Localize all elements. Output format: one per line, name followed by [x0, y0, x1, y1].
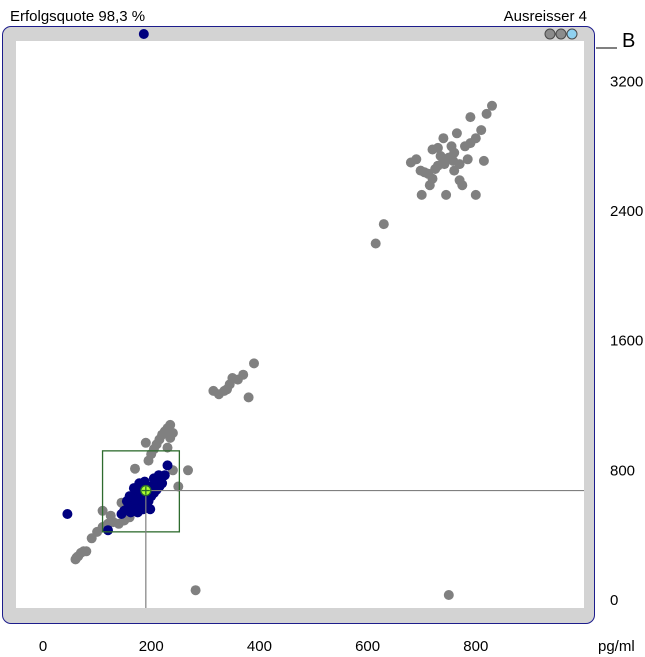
reference-point [448, 155, 459, 166]
reference-point [430, 164, 441, 174]
reference-point [162, 442, 173, 453]
grey-dot-icon[interactable] [555, 28, 567, 40]
reference-point [183, 465, 193, 476]
reference-point [470, 133, 481, 144]
reference-point [443, 590, 454, 600]
grey-dot-icon[interactable] [544, 28, 556, 40]
sample-point [162, 460, 173, 471]
y-tick-label: 0 [610, 592, 618, 609]
sample-point [103, 525, 113, 536]
reference-point [370, 238, 381, 249]
reference-point [249, 358, 259, 369]
x-tick-label: 200 [139, 638, 164, 655]
reference-point [140, 437, 151, 448]
sample-point [125, 507, 136, 518]
panel-label: B [622, 30, 636, 52]
reference-point [71, 552, 82, 563]
reference-point [462, 154, 473, 165]
x-tick-label: 800 [463, 638, 488, 655]
y-tick-label: 1600 [610, 333, 643, 350]
reference-point [446, 141, 457, 152]
reference-point [165, 419, 176, 430]
reference-point [438, 133, 449, 144]
sample-point [145, 504, 156, 515]
reference-point [219, 385, 230, 396]
reference-point [415, 165, 426, 176]
reference-point [243, 392, 254, 403]
lightblue-dot-icon[interactable] [566, 28, 578, 40]
reference-point [487, 100, 497, 111]
x-slider-handle[interactable] [138, 29, 149, 39]
reference-point [478, 155, 489, 166]
reference-point [424, 180, 435, 191]
reference-point [476, 125, 487, 136]
sample-point [138, 504, 149, 515]
reference-point [81, 546, 92, 557]
reference-point [130, 463, 140, 474]
y-tick-label: 2400 [610, 203, 643, 220]
reference-point [105, 510, 116, 521]
y-tick-label: 3200 [610, 74, 643, 91]
reference-point [439, 159, 450, 170]
reference-point [173, 481, 184, 492]
outlier-count-label: Ausreisser 4 [503, 8, 587, 25]
x-tick-label: 0 [39, 638, 47, 655]
reference-point [481, 108, 492, 119]
reference-point [416, 189, 427, 200]
reference-point [435, 151, 446, 161]
y-tick-label: 800 [610, 462, 635, 479]
sample-point [62, 509, 73, 519]
x-axis-unit: pg/ml [598, 638, 635, 655]
reference-point [423, 168, 434, 179]
reference-point [449, 165, 460, 176]
range-box [101, 450, 181, 533]
reference-point [465, 112, 476, 123]
reference-point [470, 189, 481, 200]
sample-point [157, 478, 168, 489]
reference-point [454, 175, 465, 186]
reference-point [378, 219, 389, 230]
sample-point [134, 478, 145, 489]
x-tick-label: 600 [355, 638, 380, 655]
reference-point [165, 432, 176, 443]
success-rate-label: Erfolgsquote 98,3 % [10, 8, 146, 25]
reference-point [441, 189, 452, 200]
reference-point [432, 142, 443, 153]
sample-point [153, 470, 164, 481]
reference-point [451, 128, 462, 139]
reference-point [405, 157, 416, 168]
x-tick-label: 400 [247, 638, 272, 655]
reference-point [190, 585, 201, 596]
reference-point [238, 369, 249, 380]
